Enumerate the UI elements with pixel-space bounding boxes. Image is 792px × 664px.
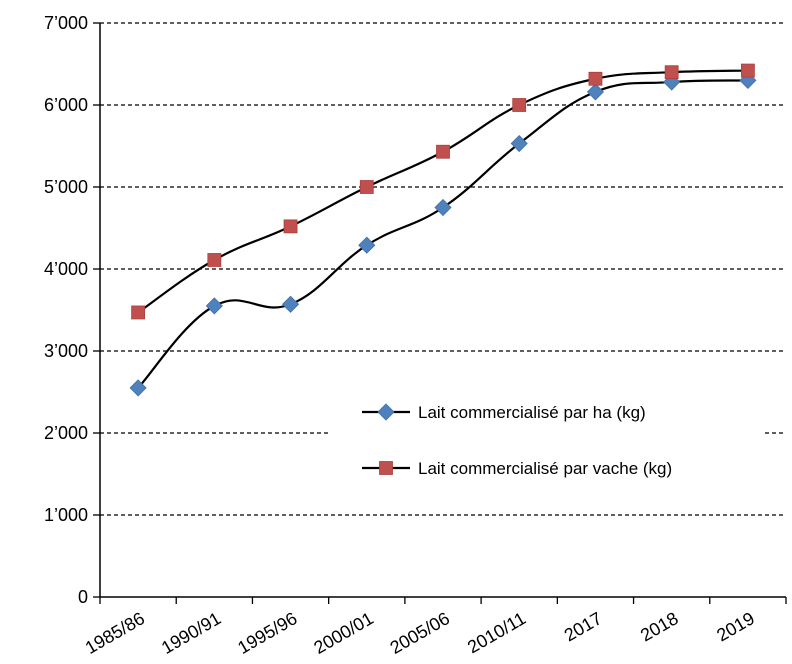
x-tick-label-2018: 2018	[637, 608, 682, 645]
point-par-vache-2019	[740, 63, 755, 78]
y-tick-label-0: 0	[78, 587, 88, 607]
point-par-vache-2017	[588, 71, 603, 86]
series-markers	[129, 63, 757, 397]
x-tick-label-1990-91: 1990/91	[158, 608, 224, 658]
point-par-ha-1995-96	[281, 295, 300, 313]
point-par-vache-2010-11	[512, 98, 527, 112]
legend-background	[330, 384, 762, 502]
legend-label-1: Lait commercialisé par vache (kg)	[418, 459, 672, 478]
point-par-ha-1985-86	[129, 379, 147, 397]
x-tick-label-2000-01: 2000/01	[310, 608, 376, 658]
point-par-ha-2017	[586, 83, 605, 101]
y-tick-label-7: 7’000	[44, 13, 88, 33]
tick-labels: 0 1’000 2’000 3’000 4’000 5’000 6’000 7’000 1985…	[44, 13, 758, 658]
legend-marker-1	[379, 461, 393, 475]
legend: Lait commercialisé par ha (kg) Lait comme…	[330, 384, 762, 502]
point-par-vache-1985-86	[131, 305, 146, 320]
point-par-vache-2018	[664, 65, 679, 80]
axes	[93, 22, 787, 604]
series-line-par-ha	[137, 79, 748, 389]
series-line-par-vache	[137, 69, 748, 314]
y-tick-label-3: 3’000	[44, 341, 88, 361]
y-tick-label-6: 6’000	[44, 95, 88, 115]
point-par-ha-1990-91	[205, 297, 223, 315]
x-tick-label-1985-86: 1985/86	[82, 608, 148, 658]
point-par-vache-1990-91	[207, 253, 222, 267]
y-tick-label-4: 4’000	[44, 259, 88, 279]
point-par-vache-2005-06	[436, 144, 450, 159]
point-par-ha-2010-11	[510, 134, 528, 153]
point-par-vache-1995-96	[283, 219, 298, 234]
y-tick-label-5: 5’000	[44, 177, 88, 197]
x-tick-label-2010-11: 2010/11	[464, 608, 529, 657]
y-tick-label-1: 1’000	[44, 505, 88, 525]
series-lines	[137, 69, 748, 389]
point-par-vache-2000-01	[359, 180, 374, 194]
x-tick-label-2019: 2019	[713, 608, 758, 645]
x-tick-label-2017: 2017	[561, 608, 606, 645]
y-tick-label-2: 2’000	[44, 423, 88, 443]
x-tick-label-1995-96: 1995/96	[234, 608, 300, 658]
point-par-ha-2000-01	[358, 236, 376, 254]
legend-marker-0	[377, 403, 395, 421]
point-par-ha-2005-06	[434, 198, 452, 217]
legend-label-0: Lait commercialisé par ha (kg)	[418, 403, 646, 422]
x-tick-label-2005-06: 2005/06	[387, 608, 453, 658]
